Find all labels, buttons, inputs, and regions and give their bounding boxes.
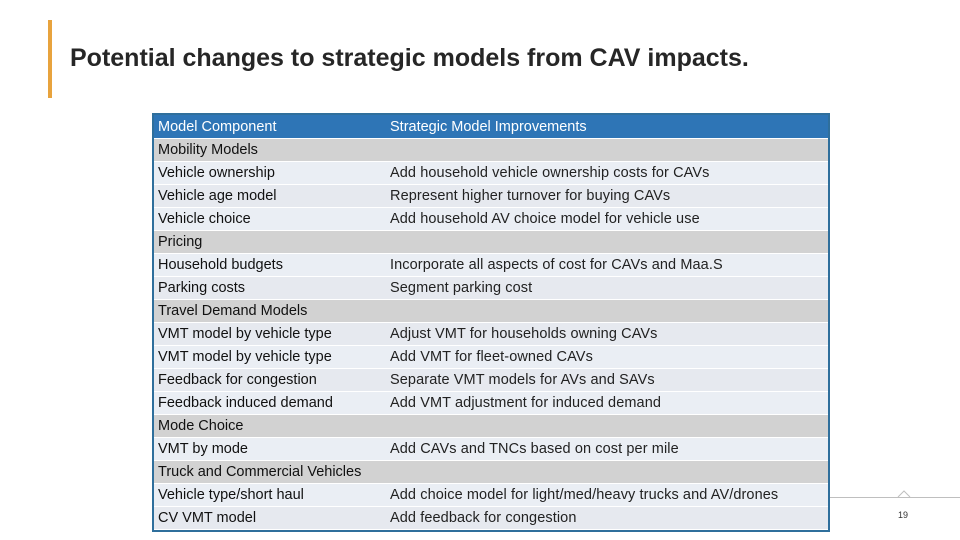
table-row: CV VMT model Add feedback for congestion: [154, 506, 828, 530]
table-row: Feedback induced demand Add VMT adjustmen…: [154, 391, 828, 415]
chevron-up-icon: [897, 490, 911, 498]
slide-title: Potential changes to strategic models fr…: [70, 44, 749, 72]
table-row: Vehicle type/short haul Add choice model …: [154, 483, 828, 507]
table-row: Household budgets Incorporate all aspects…: [154, 253, 828, 277]
improvement-cell: Add VMT for fleet-owned CAVs: [386, 345, 828, 369]
section-row: Mobility Models: [154, 138, 828, 162]
title-accent-bar: [48, 20, 52, 98]
improvement-cell: Add choice model for light/med/heavy tru…: [386, 483, 828, 507]
section-label: Pricing: [154, 230, 386, 254]
section-label: Mode Choice: [154, 414, 386, 438]
model-component-cell: Household budgets: [154, 253, 386, 277]
model-component-cell: Feedback induced demand: [154, 391, 386, 415]
improvement-cell: [386, 414, 828, 438]
table-row: Vehicle choice Add household AV choice mo…: [154, 207, 828, 231]
model-component-cell: VMT by mode: [154, 437, 386, 461]
improvement-cell: Add feedback for congestion: [386, 506, 828, 530]
table-row: VMT model by vehicle type Adjust VMT for …: [154, 322, 828, 346]
model-component-cell: Vehicle type/short haul: [154, 483, 386, 507]
model-component-cell: CV VMT model: [154, 506, 386, 530]
improvement-cell: Adjust VMT for households owning CAVs: [386, 322, 828, 346]
improvement-cell: Represent higher turnover for buying CAV…: [386, 184, 828, 208]
section-row: Truck and Commercial Vehicles: [154, 460, 828, 484]
model-component-cell: VMT model by vehicle type: [154, 322, 386, 346]
improvement-cell: Add household vehicle ownership costs fo…: [386, 161, 828, 185]
improvement-cell: [386, 230, 828, 254]
improvement-cell: [386, 138, 828, 162]
footer-rule: [830, 497, 960, 498]
model-component-cell: Vehicle choice: [154, 207, 386, 231]
section-label: Mobility Models: [154, 138, 386, 162]
model-component-cell: Vehicle ownership: [154, 161, 386, 185]
section-row: Travel Demand Models: [154, 299, 828, 323]
improvement-cell: Add VMT adjustment for induced demand: [386, 391, 828, 415]
table-row: Vehicle age model Represent higher turnov…: [154, 184, 828, 208]
header-strategic-model-improvements: Strategic Model Improvements: [386, 115, 828, 139]
table-row: Parking costs Segment parking cost: [154, 276, 828, 300]
table-row: Vehicle ownership Add household vehicle o…: [154, 161, 828, 185]
table-row: Feedback for congestion Separate VMT mode…: [154, 368, 828, 392]
page-number: 19: [898, 510, 909, 520]
improvement-cell: [386, 299, 828, 323]
model-component-cell: Parking costs: [154, 276, 386, 300]
table-row: VMT by mode Add CAVs and TNCs based on co…: [154, 437, 828, 461]
section-row: Mode Choice: [154, 414, 828, 438]
improvement-cell: Add CAVs and TNCs based on cost per mile: [386, 437, 828, 461]
improvements-table: Model Component Strategic Model Improvem…: [152, 113, 830, 532]
header-model-component: Model Component: [154, 115, 386, 139]
model-component-cell: VMT model by vehicle type: [154, 345, 386, 369]
model-component-cell: Vehicle age model: [154, 184, 386, 208]
table-row: VMT model by vehicle type Add VMT for fle…: [154, 345, 828, 369]
improvement-cell: Incorporate all aspects of cost for CAVs…: [386, 253, 828, 277]
section-label: Travel Demand Models: [154, 299, 386, 323]
table-header-row: Model Component Strategic Model Improvem…: [154, 115, 828, 139]
model-component-cell: Feedback for congestion: [154, 368, 386, 392]
section-label: Truck and Commercial Vehicles: [154, 460, 386, 484]
improvement-cell: [386, 460, 828, 484]
improvement-cell: Add household AV choice model for vehicl…: [386, 207, 828, 231]
improvement-cell: Separate VMT models for AVs and SAVs: [386, 368, 828, 392]
improvement-cell: Segment parking cost: [386, 276, 828, 300]
section-row: Pricing: [154, 230, 828, 254]
